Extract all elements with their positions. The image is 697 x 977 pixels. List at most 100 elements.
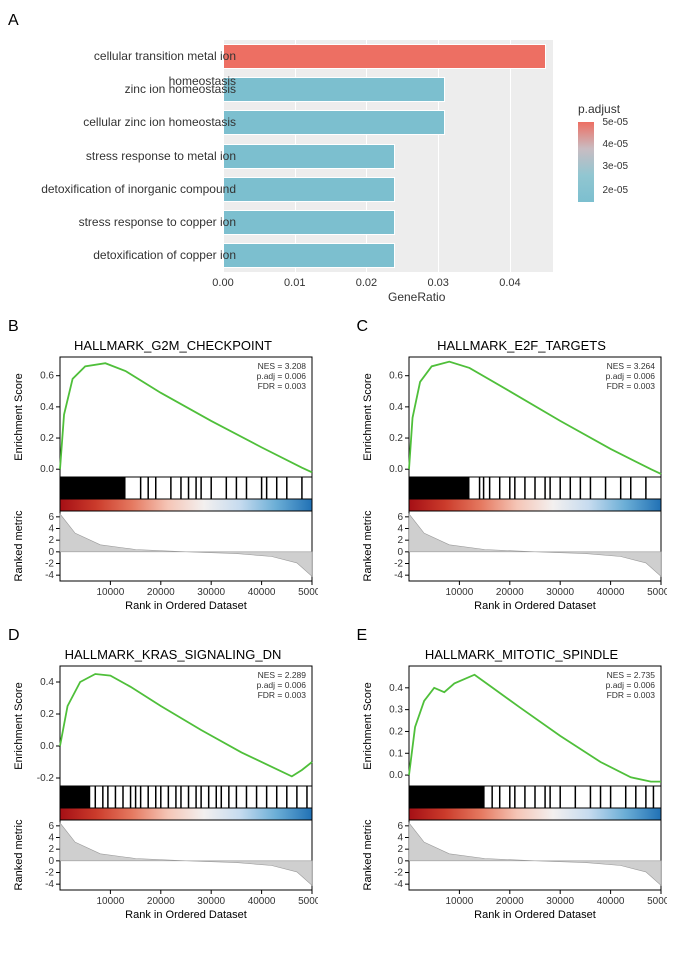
svg-text:50000: 50000: [298, 896, 318, 907]
svg-text:30000: 30000: [197, 587, 225, 598]
svg-text:6: 6: [48, 821, 54, 832]
svg-text:-4: -4: [394, 570, 403, 581]
svg-text:Enrichment Score: Enrichment Score: [362, 682, 374, 769]
panel-a-xtick: 0.03: [427, 277, 448, 289]
panel-a-barchart: cellular transition metal ion homeostasi…: [8, 32, 568, 302]
svg-text:NES = 3.208: NES = 3.208: [258, 361, 307, 371]
svg-text:Ranked metric: Ranked metric: [362, 819, 374, 890]
svg-text:Enrichment Score: Enrichment Score: [13, 682, 25, 769]
gsea-stats: NES = 2.289p.adj = 0.006FDR = 0.003: [257, 670, 307, 700]
gsea-title: HALLMARK_MITOTIC_SPINDLE: [357, 647, 687, 662]
svg-text:20000: 20000: [147, 587, 175, 598]
svg-text:40000: 40000: [596, 896, 624, 907]
gsea-panel-label: C: [357, 318, 687, 336]
gsea-panel-label: B: [8, 318, 338, 336]
panel-a-bar: [223, 44, 546, 69]
svg-text:0.0: 0.0: [389, 770, 403, 781]
svg-text:4: 4: [48, 833, 54, 844]
panel-a-legend-tick: 5e-05: [602, 117, 628, 128]
svg-text:0.2: 0.2: [389, 726, 403, 737]
svg-text:NES = 2.289: NES = 2.289: [258, 670, 307, 680]
svg-text:0.2: 0.2: [40, 709, 54, 720]
svg-text:Ranked metric: Ranked metric: [13, 819, 25, 890]
svg-text:-4: -4: [45, 879, 54, 890]
gsea-panel-label: E: [357, 627, 687, 645]
svg-text:0.6: 0.6: [389, 371, 403, 382]
svg-text:50000: 50000: [647, 896, 667, 907]
svg-text:0.0: 0.0: [40, 464, 54, 475]
gsea-svg: -0.2 0.0 0.2 0.4 Enrichment Score NES = 2.289…: [8, 664, 318, 924]
svg-text:Ranked metric: Ranked metric: [13, 510, 25, 581]
svg-text:4: 4: [397, 833, 403, 844]
svg-text:20000: 20000: [147, 896, 175, 907]
svg-text:30000: 30000: [546, 587, 574, 598]
svg-text:40000: 40000: [248, 587, 276, 598]
panel-a: cellular transition metal ion homeostasi…: [8, 32, 689, 302]
svg-text:0.2: 0.2: [389, 433, 403, 444]
panel-a-gridline: [510, 40, 511, 272]
panel-a-legend-tick: 2e-05: [602, 185, 628, 196]
rank-area: [409, 823, 661, 885]
rank-area: [60, 514, 312, 576]
svg-text:-2: -2: [45, 559, 54, 570]
svg-text:0.4: 0.4: [40, 402, 54, 413]
svg-text:-0.2: -0.2: [37, 773, 55, 784]
panel-a-bar: [223, 210, 395, 235]
gsea-panel: CHALLMARK_E2F_TARGETS0.00.20.40.6Enrichm…: [357, 314, 687, 615]
panel-a-label: A: [8, 12, 689, 30]
panel-a-legend: p.adjust 5e-054e-053e-052e-05: [568, 32, 673, 202]
panel-a-bar: [223, 144, 395, 169]
figure: A cellular transition metal ion homeosta…: [8, 12, 689, 924]
panel-a-category-label: cellular transition metal ion homeostasi…: [26, 44, 236, 69]
gsea-stats: NES = 2.735p.adj = 0.006FDR = 0.003: [605, 670, 655, 700]
svg-text:NES = 3.264: NES = 3.264: [606, 361, 655, 371]
svg-text:10000: 10000: [96, 896, 124, 907]
svg-text:0.4: 0.4: [389, 402, 403, 413]
gsea-title: HALLMARK_G2M_CHECKPOINT: [8, 338, 338, 353]
gsea-panel: BHALLMARK_G2M_CHECKPOINT0.00.20.40.6Enri…: [8, 314, 338, 615]
svg-text:2: 2: [48, 535, 54, 546]
gsea-title: HALLMARK_E2F_TARGETS: [357, 338, 687, 353]
svg-text:-4: -4: [394, 879, 403, 890]
svg-text:Rank in Ordered Dataset: Rank in Ordered Dataset: [125, 909, 247, 921]
svg-text:6: 6: [397, 821, 403, 832]
svg-text:0.2: 0.2: [40, 433, 54, 444]
svg-text:Rank in Ordered Dataset: Rank in Ordered Dataset: [474, 600, 596, 612]
svg-text:6: 6: [48, 512, 54, 523]
panel-a-legend-tick: 3e-05: [602, 161, 628, 172]
svg-text:Rank in Ordered Dataset: Rank in Ordered Dataset: [474, 909, 596, 921]
svg-text:6: 6: [397, 512, 403, 523]
svg-text:0.0: 0.0: [40, 741, 54, 752]
svg-text:2: 2: [48, 844, 54, 855]
gsea-panel: EHALLMARK_MITOTIC_SPINDLE0.00.10.20.30.4…: [357, 623, 687, 924]
rank-area: [60, 823, 312, 885]
svg-text:2: 2: [397, 535, 403, 546]
panel-a-legend-colorbar: [578, 122, 594, 202]
panel-a-xtick: 0.01: [284, 277, 305, 289]
panel-a-plot-area: [223, 40, 553, 272]
panel-a-bar: [223, 243, 395, 268]
svg-text:4: 4: [397, 524, 403, 535]
svg-text:-2: -2: [45, 868, 54, 879]
svg-text:10000: 10000: [445, 896, 473, 907]
gsea-svg: 0.00.20.40.6Enrichment ScoreNES = 3.264p…: [357, 355, 667, 615]
panel-a-bar: [223, 77, 445, 102]
svg-text:NES = 2.735: NES = 2.735: [606, 670, 655, 680]
svg-text:0: 0: [48, 547, 54, 558]
svg-text:0.1: 0.1: [389, 748, 403, 759]
gsea-panel-label: D: [8, 627, 338, 645]
svg-text:0.0: 0.0: [389, 464, 403, 475]
svg-text:p.adj = 0.006: p.adj = 0.006: [605, 680, 655, 690]
svg-text:FDR = 0.003: FDR = 0.003: [258, 690, 307, 700]
svg-text:Enrichment Score: Enrichment Score: [13, 373, 25, 460]
panel-a-bar: [223, 110, 445, 135]
panel-a-category-label: stress response to copper ion: [26, 210, 236, 235]
rank-area: [409, 514, 661, 576]
svg-text:2: 2: [397, 844, 403, 855]
svg-text:p.adj = 0.006: p.adj = 0.006: [605, 371, 655, 381]
panel-a-bar: [223, 177, 395, 202]
svg-text:0.3: 0.3: [389, 705, 403, 716]
svg-text:40000: 40000: [248, 896, 276, 907]
svg-text:-4: -4: [45, 570, 54, 581]
svg-text:0.4: 0.4: [40, 677, 54, 688]
